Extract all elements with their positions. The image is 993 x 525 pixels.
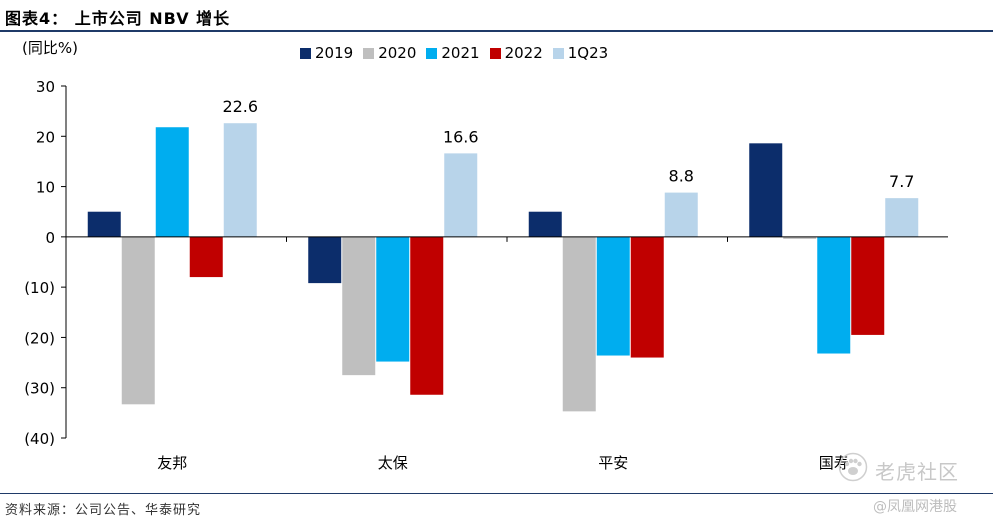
bar-2020-太保 [342, 236, 376, 376]
bar-2019-国寿 [749, 143, 783, 237]
bar-2021-国寿 [817, 236, 851, 354]
legend-item: 2021 [426, 44, 480, 62]
y-tick-label: (10) [24, 279, 55, 297]
data-label: 7.7 [889, 172, 914, 191]
chart-legend: 2019 2020 2021 2022 1Q23 [300, 44, 608, 62]
legend-swatch [552, 47, 564, 59]
bar-2020-平安 [562, 236, 596, 412]
bar-2021-友邦 [155, 127, 189, 237]
x-category-label: 友邦 [157, 454, 187, 472]
legend-label: 2021 [441, 44, 480, 62]
bar-1Q23-友邦 [223, 123, 257, 237]
bar-2019-太保 [308, 236, 342, 284]
watermark-subtext: @凤凰网港股 [873, 499, 957, 515]
legend-item: 2022 [489, 44, 543, 62]
legend-label: 2022 [504, 44, 543, 62]
y-tick-label: 0 [45, 229, 55, 247]
x-category-label: 平安 [598, 454, 628, 472]
page-title: 图表4： 上市公司 NBV 增长 [5, 9, 231, 28]
legend-swatch [426, 47, 438, 59]
bar-2022-友邦 [189, 236, 223, 278]
tiger-paw-icon [838, 452, 868, 482]
legend-label: 1Q23 [567, 44, 609, 62]
x-category-label: 国寿 [819, 454, 849, 472]
bar-2020-友邦 [121, 236, 155, 405]
legend-item: 2019 [300, 44, 353, 62]
footer-divider [0, 493, 993, 494]
legend-item: 1Q23 [552, 44, 609, 62]
title-bar: 图表4： 上市公司 NBV 增长 [0, 0, 993, 32]
legend-label: 2019 [315, 44, 354, 62]
data-label: 16.6 [443, 127, 479, 146]
bar-2022-国寿 [851, 236, 885, 335]
watermark-text: 老虎社区 [875, 460, 959, 484]
chart-canvas: 30 20 10 0 (10) (20) (30) (40) (同比%) 友邦 太保 平安 国寿 22.6… [22, 39, 948, 472]
bar-1Q23-平安 [664, 192, 698, 237]
data-label: 8.8 [669, 167, 694, 186]
bar-1Q23-国寿 [885, 198, 919, 237]
bar-2022-平安 [630, 236, 664, 358]
bar-2019-平安 [528, 211, 562, 237]
legend-swatch [300, 47, 311, 59]
y-tick-label: (20) [24, 329, 55, 347]
y-tick-label: (40) [24, 430, 55, 448]
y-tick-label: 20 [36, 128, 55, 146]
source-note: 资料来源：公司公告、华泰研究 [5, 503, 202, 518]
data-label: 22.6 [222, 97, 258, 116]
legend-swatch [489, 47, 501, 59]
bar-1Q23-太保 [444, 153, 478, 237]
y-tick-label: 30 [36, 78, 55, 96]
bar-2019-友邦 [87, 211, 121, 237]
y-axis-label: (同比%) [22, 39, 78, 57]
y-tick-label: (30) [24, 380, 55, 398]
bar-2021-平安 [596, 236, 630, 356]
y-tick-label: 10 [36, 179, 55, 197]
bar-2022-太保 [410, 236, 444, 395]
legend-item: 2020 [363, 44, 416, 62]
x-category-label: 太保 [378, 454, 408, 472]
bar-2021-太保 [376, 236, 410, 362]
legend-label: 2020 [378, 44, 417, 62]
bar-2020-国寿 [783, 236, 817, 239]
legend-swatch [363, 47, 375, 59]
